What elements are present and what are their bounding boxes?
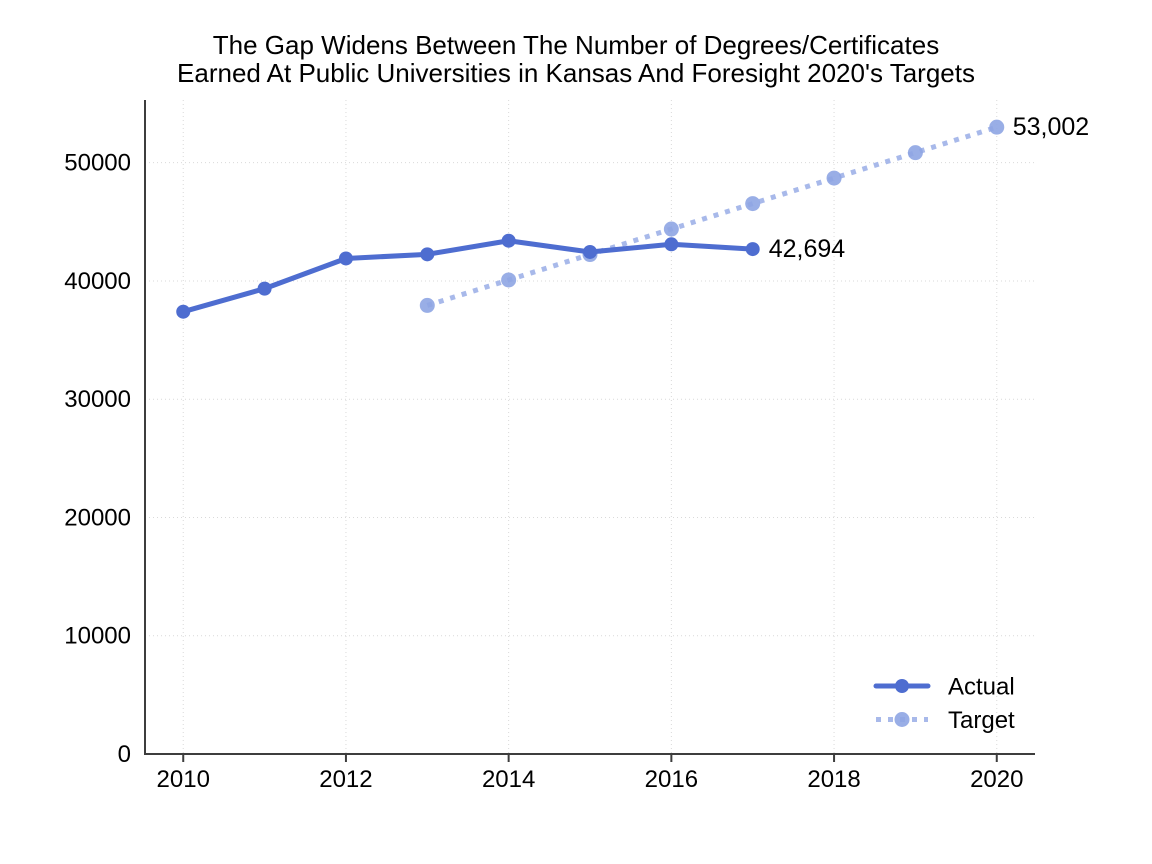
data-point-actual [664,237,679,252]
legend-label-actual: Actual [948,674,1015,701]
x-tick-label: 2016 [645,766,698,793]
y-tick-label: 40000 [64,268,131,295]
x-tick-label: 2012 [319,766,372,793]
y-tick-label: 20000 [64,504,131,531]
data-point-target [501,272,517,288]
y-tick-label: 10000 [64,623,131,650]
legend-marker-actual [895,679,909,693]
legend-label-target: Target [948,707,1015,734]
data-point-actual [745,242,760,257]
x-tick-label: 2018 [807,766,860,793]
y-tick-label: 50000 [64,150,131,177]
chart-title-line2: Earned At Public Universities in Kansas … [177,58,975,88]
data-point-actual [501,233,516,248]
series-line-target [426,124,998,308]
series-end-label-target: 53,002 [1013,113,1089,141]
y-tick-label: 30000 [64,386,131,413]
legend-marker-target [894,712,910,727]
chart-title: The Gap Widens Between The Number of Deg… [0,31,1152,87]
data-point-actual [176,304,191,319]
data-point-target [419,297,435,313]
data-point-actual [420,247,435,262]
x-tick-label: 2020 [970,766,1023,793]
y-tick-label: 0 [118,741,131,768]
data-point-target [663,221,679,237]
data-point-actual [257,281,272,296]
data-point-target [745,196,761,212]
series-end-label-actual: 42,694 [769,235,846,263]
x-tick-label: 2010 [157,766,210,793]
x-tick-label: 2014 [482,766,535,793]
data-point-target [907,145,923,161]
data-point-target [989,119,1005,135]
series-line-actual [180,238,756,315]
data-point-actual [338,251,353,266]
data-point-target [826,170,842,186]
data-point-actual [583,244,597,259]
chart-title-line1: The Gap Widens Between The Number of Deg… [212,30,940,60]
